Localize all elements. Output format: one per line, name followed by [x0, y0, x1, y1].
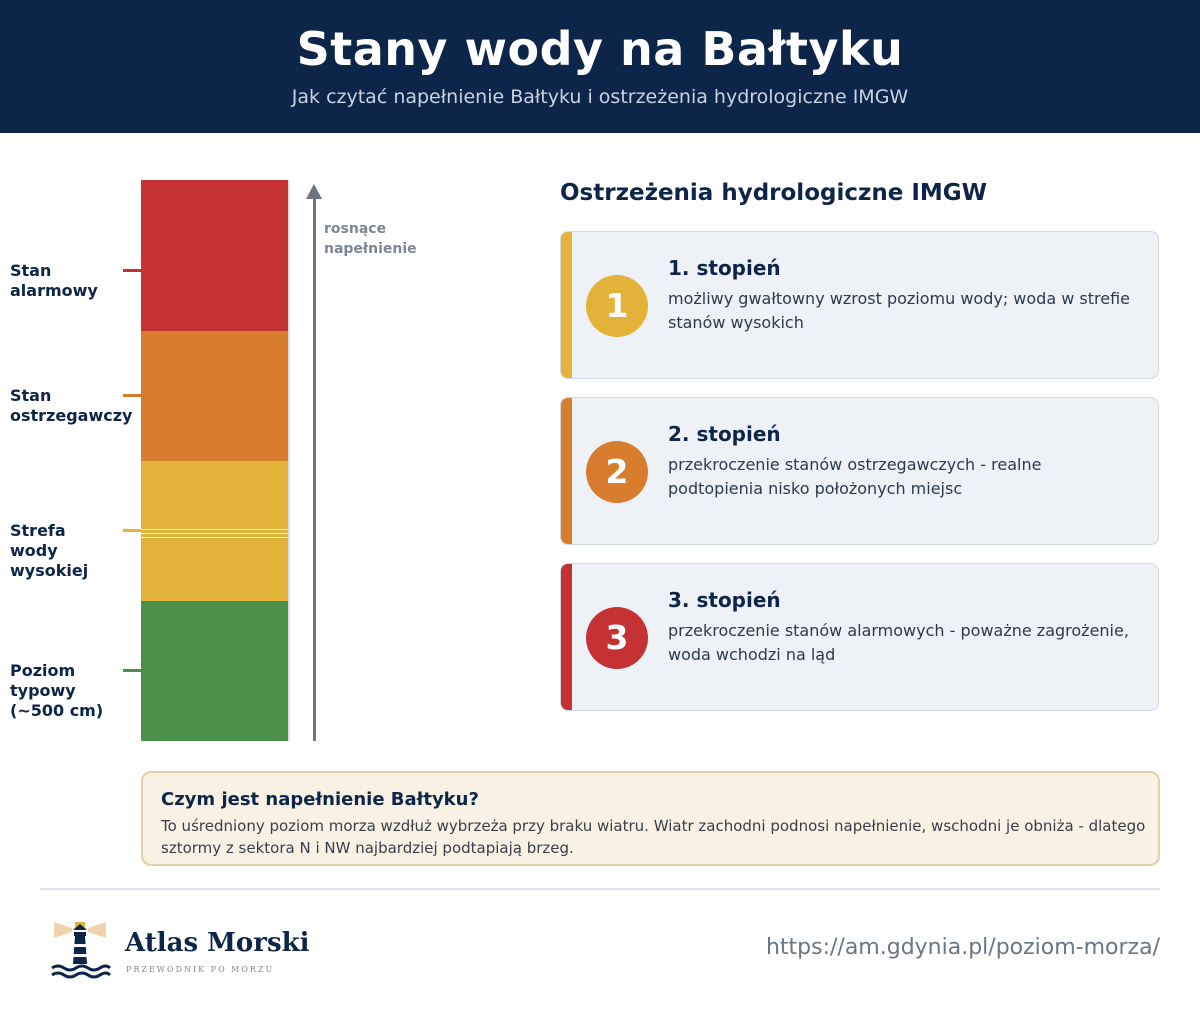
- water-level-gauge: [141, 180, 289, 741]
- header: Stany wody na Bałtyku Jak czytać napełni…: [0, 0, 1200, 133]
- card-stripe: [561, 398, 572, 544]
- level-label-high-water: Strefa wody wysokiej: [10, 521, 89, 580]
- rising-fill-label: rosnące napełnienie: [324, 221, 417, 257]
- card-description: przekroczenie stanów alarmowych - poważn…: [668, 621, 1129, 664]
- lighthouse-icon: [51, 922, 112, 979]
- gauge-band-typical: [141, 601, 289, 741]
- gauge-edge: [288, 180, 290, 741]
- card-stripe: [561, 232, 572, 378]
- gauge-marker-line: [141, 533, 289, 534]
- footer-url[interactable]: https://am.gdynia.pl/poziom-morza/: [765, 935, 1160, 960]
- gauge-band-high-water: [141, 461, 289, 601]
- warnings-title: Ostrzeżenia hydrologiczne IMGW: [560, 180, 988, 206]
- level-tick-high-water: [123, 529, 141, 532]
- level-tick-typical: [123, 669, 141, 672]
- card-title: 2. stopień: [668, 422, 781, 446]
- card-title: 3. stopień: [668, 588, 781, 612]
- info-box: Czym jest napełnienie Bałtyku? To uśredn…: [141, 771, 1160, 866]
- level-tick-warning: [123, 394, 141, 397]
- level-label-typical: Poziom typowy (~500 cm): [10, 661, 104, 720]
- number-badge: 2: [586, 441, 648, 503]
- page-title: Stany wody na Bałtyku: [296, 22, 904, 76]
- card-stripe: [561, 564, 572, 710]
- info-text: To uśredniony poziom morza wzdłuż wybrze…: [161, 817, 1146, 857]
- footer-divider: [40, 888, 1160, 890]
- level-tick-alarm: [123, 269, 141, 272]
- warning-card-level-1: 1 1. stopień możliwy gwałtowny wzrost po…: [560, 231, 1159, 379]
- number-badge: 1: [586, 275, 648, 337]
- brand-name: Atlas Morski: [125, 928, 310, 958]
- brand-tagline: PRZEWODNIK PO MORZU: [126, 965, 275, 974]
- warning-card-level-3: 3 3. stopień przekroczenie stanów alarmo…: [560, 563, 1159, 711]
- gauge-marker-line: [141, 537, 289, 538]
- rising-arrow-shaft: [313, 196, 316, 741]
- level-label-alarm: Stan alarmowy: [10, 261, 98, 300]
- number-badge: 3: [586, 607, 648, 669]
- level-label-warning: Stan ostrzegawczy: [10, 386, 133, 425]
- info-title: Czym jest napełnienie Bałtyku?: [161, 789, 479, 810]
- gauge-band-warning: [141, 331, 289, 461]
- gauge-band-alarm: [141, 180, 289, 331]
- arrow-up-icon: [306, 184, 322, 199]
- card-description: przekroczenie stanów ostrzegawczych - re…: [668, 455, 1042, 498]
- warning-card-level-2: 2 2. stopień przekroczenie stanów ostrze…: [560, 397, 1159, 545]
- page-subtitle: Jak czytać napełnienie Bałtyku i ostrzeż…: [291, 86, 909, 108]
- gauge-marker-line: [141, 529, 289, 530]
- card-description: możliwy gwałtowny wzrost poziomu wody; w…: [668, 289, 1130, 332]
- card-title: 1. stopień: [668, 256, 781, 280]
